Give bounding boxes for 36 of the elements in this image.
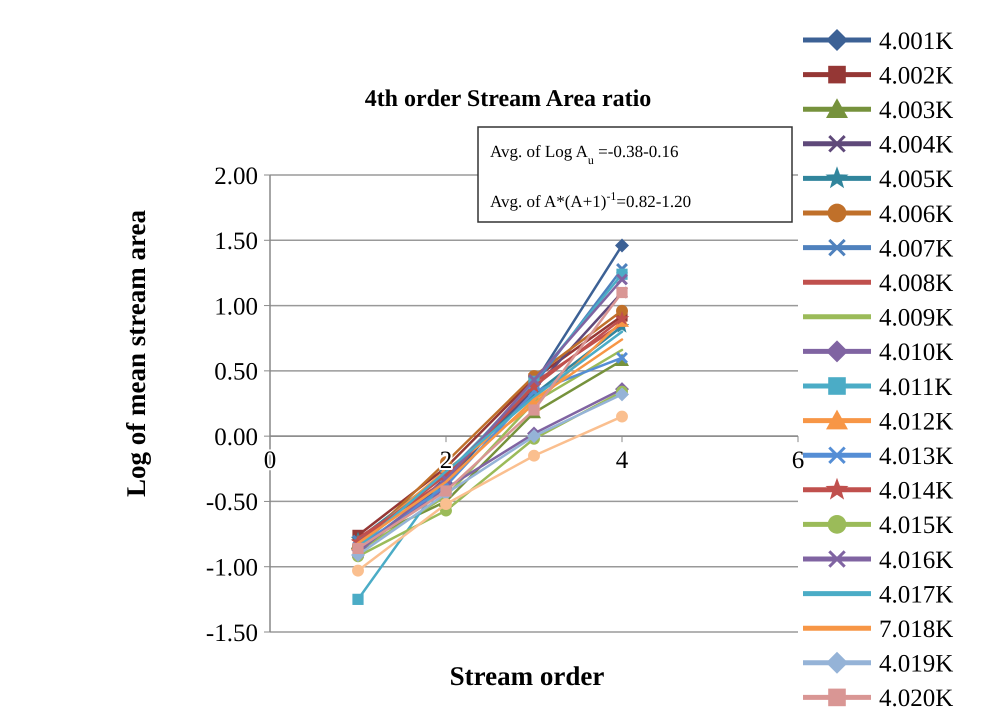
legend-label: 4.008K	[879, 270, 954, 297]
legend-label: 4.012K	[879, 408, 954, 436]
legend-label: 4.010K	[879, 339, 954, 366]
y-axis-title: Log of mean stream area	[121, 210, 151, 497]
annotation: Avg. of A*(A+1)$^{-1}$=0.82-1.20	[490, 189, 692, 211]
chart-title: 4th order Stream Area ratio	[364, 86, 652, 112]
y-tick-label: 1.50	[214, 228, 258, 256]
legend-label: 4.016K	[879, 546, 954, 574]
x-tick-label: 0	[264, 447, 276, 474]
legend-label: 4.002K	[879, 62, 954, 90]
legend-label: 4.011K	[879, 374, 952, 401]
y-tick-label: 2.00	[214, 162, 258, 190]
x-tick-label: 6	[792, 447, 804, 474]
text: Avg. of Log A$_{u}$ =-0.38-0.16	[490, 142, 679, 167]
legend-label: 4.015K	[879, 512, 954, 540]
x-axis-title: Stream order	[450, 661, 604, 691]
y-tick-label: -1.00	[206, 554, 258, 582]
legend-label: 4.003K	[879, 96, 954, 124]
legend-label: 4.017K	[879, 581, 954, 608]
legend-label: 4.004K	[879, 132, 954, 159]
y-tick-label: 0.50	[214, 358, 258, 386]
y-tick-label: -1.50	[206, 620, 258, 647]
legend-label: 4.009K	[879, 304, 954, 332]
legend-label: 4.019K	[879, 650, 954, 678]
y-tick-label: -0.50	[206, 489, 258, 516]
legend-label: 4.007K	[879, 235, 954, 262]
y-tick-label: 0.00	[214, 424, 258, 451]
legend-label: 4.020K	[879, 685, 954, 712]
legend-label: 4.001K	[879, 28, 954, 55]
legend-label: 4.006K	[879, 200, 954, 228]
legend-label: 7.018K	[879, 616, 954, 643]
y-tick-label: 1.00	[214, 293, 258, 320]
legend-label: 4.013K	[879, 442, 954, 470]
x-tick-label: 4	[616, 447, 629, 474]
legend-label: 4.005K	[879, 166, 954, 194]
legend-label: 4.014K	[879, 478, 954, 505]
